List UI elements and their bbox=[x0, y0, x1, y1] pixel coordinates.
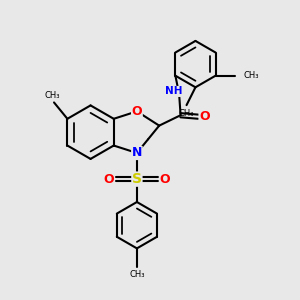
Text: NH: NH bbox=[165, 86, 182, 96]
Text: O: O bbox=[160, 172, 170, 186]
Text: O: O bbox=[199, 110, 210, 123]
Text: O: O bbox=[132, 105, 142, 118]
Text: N: N bbox=[132, 146, 142, 160]
Text: S: S bbox=[132, 172, 142, 186]
Text: CH₃: CH₃ bbox=[45, 91, 60, 100]
Text: CH₃: CH₃ bbox=[243, 71, 259, 80]
Text: CH₃: CH₃ bbox=[179, 109, 194, 118]
Text: CH₃: CH₃ bbox=[129, 270, 145, 279]
Text: O: O bbox=[104, 172, 114, 186]
